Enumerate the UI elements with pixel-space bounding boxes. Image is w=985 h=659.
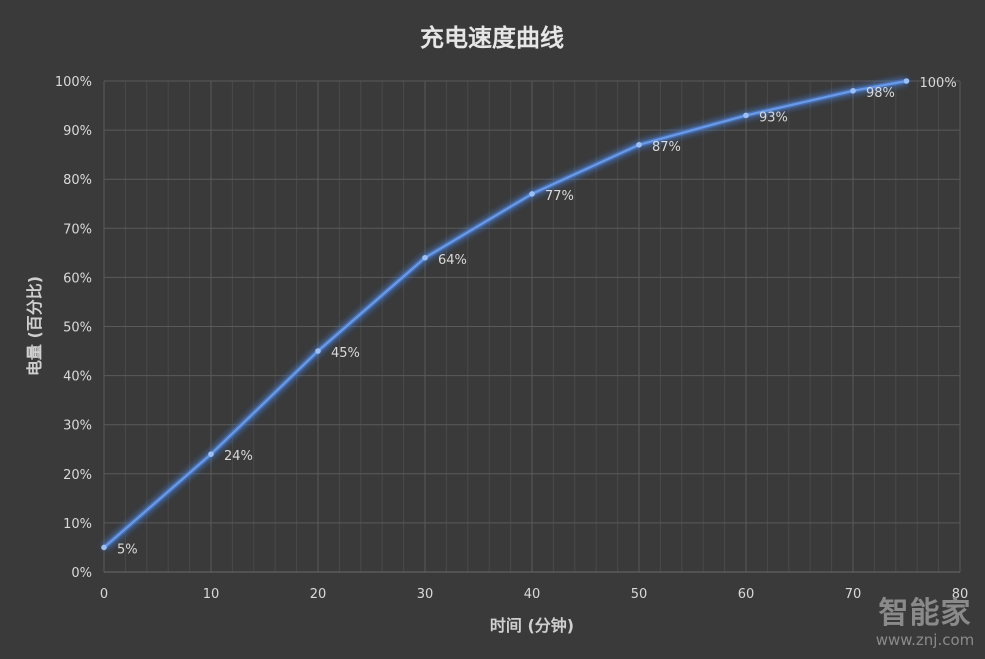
grid (103, 80, 961, 573)
tick-labels: 0 10 20 30 40 50 60 70 80 0% 10% 20% 30% 40% 50% 60% 70%… (55, 75, 968, 602)
data-label: 5% (117, 542, 138, 557)
x-tick-label: 60 (738, 587, 755, 602)
data-point (101, 544, 107, 551)
series-line (103, 79, 907, 549)
data-point (903, 78, 910, 84)
y-axis-title: 电量 (百分比) (25, 276, 44, 376)
x-axis-title: 时间 (分钟) (490, 616, 574, 635)
chart-title: 充电速度曲线 (420, 24, 564, 52)
x-tick-label: 50 (631, 587, 648, 602)
data-point (743, 112, 749, 119)
x-tick-label: 20 (310, 587, 327, 602)
data-point (850, 88, 856, 94)
x-tick-label: 70 (845, 587, 862, 602)
series-line-glow (102, 78, 907, 550)
x-tick-label: 40 (524, 587, 541, 602)
data-point (208, 451, 214, 457)
data-point (315, 348, 321, 354)
y-tick-label: 80% (63, 173, 92, 188)
data-labels: 5% 24% 45% 64% 77% 87% 93% 98% 100% (117, 76, 957, 557)
data-label: 98% (866, 86, 895, 101)
x-tick-label: 80 (952, 587, 969, 602)
y-tick-label: 0% (71, 566, 92, 581)
y-tick-label: 50% (63, 321, 92, 336)
watermark-url: www.znj.com (876, 631, 975, 649)
y-tick-label: 70% (63, 222, 92, 237)
data-label: 93% (759, 110, 788, 125)
data-point (636, 142, 642, 148)
y-tick-label: 100% (55, 75, 92, 90)
data-label: 100% (920, 76, 957, 91)
x-tick-label: 10 (203, 587, 220, 602)
series (101, 78, 910, 551)
x-tick-label: 0 (100, 587, 108, 602)
y-tick-label: 60% (63, 271, 92, 286)
data-label: 77% (545, 189, 574, 204)
y-tick-label: 20% (63, 468, 92, 483)
y-tick-label: 90% (63, 124, 92, 139)
y-tick-label: 30% (63, 419, 92, 434)
y-tick-label: 40% (63, 370, 92, 385)
y-tick-label: 10% (63, 517, 92, 532)
data-point (422, 254, 428, 261)
data-label: 24% (224, 449, 253, 464)
data-label: 45% (331, 346, 360, 361)
watermark-logo: 智能家 (879, 596, 972, 631)
data-label: 87% (652, 140, 681, 155)
data-point (529, 191, 535, 197)
data-label: 64% (438, 253, 467, 268)
x-tick-label: 30 (417, 587, 434, 602)
